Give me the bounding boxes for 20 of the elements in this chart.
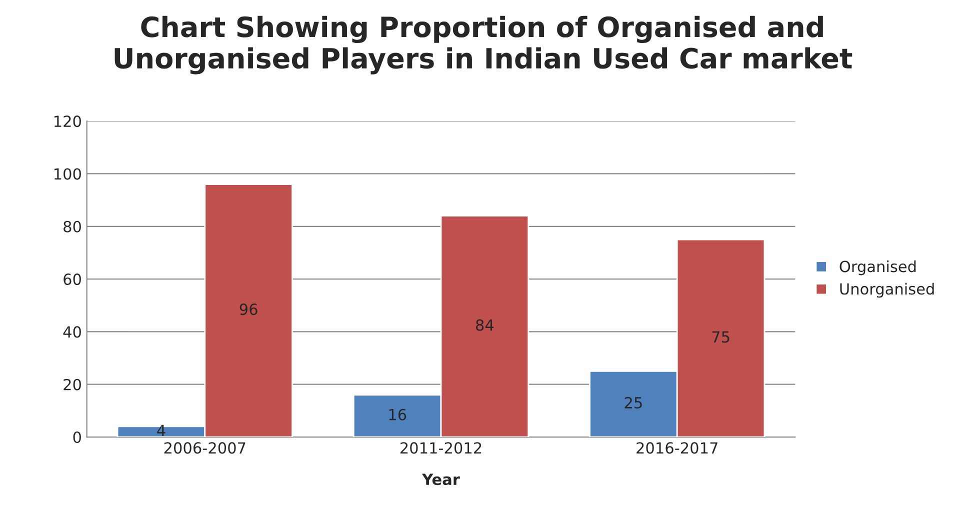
data-label: 84 [476,319,494,331]
y-tick-label: 120 [54,116,81,128]
x-tick-label: 2006-2007 [164,442,246,454]
x-tick-label: 2011-2012 [400,442,482,454]
data-label: 4 [157,424,166,436]
y-tick-label: 20 [64,378,81,390]
y-tick-label: 100 [54,168,81,180]
data-label: 75 [712,331,730,343]
x-axis-title: Year [422,474,460,486]
data-label: 96 [240,304,258,316]
data-label: 25 [624,396,642,409]
data-label: 16 [389,408,406,420]
y-tick-label: 0 [73,431,81,444]
x-tick-label: 2016-2017 [636,442,718,454]
legend-label: Organised [840,260,916,276]
legend-label: Unorganised [840,282,934,298]
y-tick-label: 40 [63,326,81,338]
y-tick-label: 60 [64,274,81,286]
y-tick-label: 80 [64,220,81,232]
chart-title: Chart Showing Proportion of Organised and Unorganised Players in Indian Used Car market [114,16,852,74]
